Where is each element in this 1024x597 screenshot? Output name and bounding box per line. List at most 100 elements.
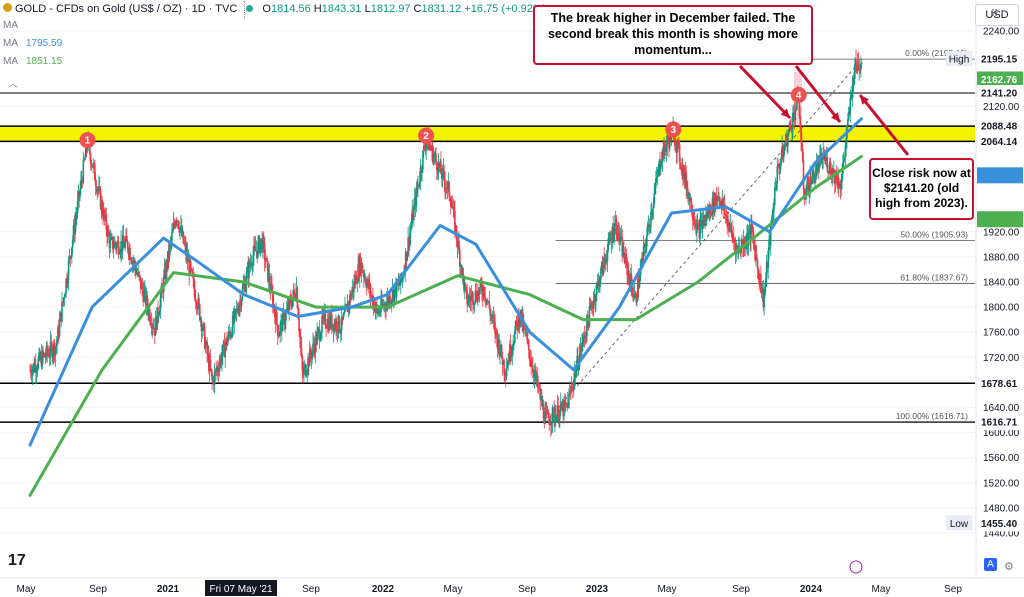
candle-body <box>547 411 550 419</box>
candle-body <box>447 181 450 183</box>
candle-body <box>700 220 703 230</box>
candle-body <box>360 263 363 273</box>
candle-body <box>815 163 818 177</box>
candle-body <box>348 302 350 306</box>
candle-body <box>802 161 805 190</box>
candle-body <box>203 324 205 327</box>
candle-body <box>418 184 420 186</box>
candle-body <box>617 225 619 240</box>
candle-body <box>296 287 299 308</box>
candle-body <box>437 162 440 174</box>
candle-body <box>144 288 147 306</box>
candle-body <box>285 309 288 312</box>
candle-body <box>608 237 610 239</box>
candle-body <box>173 223 176 225</box>
candle-body <box>316 332 318 345</box>
candle-body <box>34 364 36 371</box>
currency-button[interactable]: USD <box>975 4 1019 26</box>
candle-body <box>416 187 418 190</box>
candle-body <box>606 249 609 262</box>
candle-body <box>803 189 806 200</box>
candle-body <box>791 128 793 131</box>
candle-body <box>554 415 556 422</box>
candle-body <box>334 322 336 329</box>
candle-body <box>413 205 415 220</box>
candle-body <box>317 329 320 331</box>
candle-body <box>392 289 395 302</box>
candle-body <box>51 344 53 358</box>
symbol-title[interactable]: GOLD - CFDs on Gold (US$ / OZ) · 1D · TV… <box>15 3 238 15</box>
candle-body <box>412 210 414 220</box>
candle-body <box>418 181 421 185</box>
candle-body <box>387 296 390 304</box>
candle-body <box>339 330 341 332</box>
candle-body <box>237 311 240 314</box>
candle-body <box>105 214 108 230</box>
candle-body <box>308 349 311 367</box>
candle-body <box>209 359 212 370</box>
candle-body <box>292 290 295 299</box>
candle-body <box>577 366 580 371</box>
ma-label: MA <box>3 38 18 49</box>
candle-body <box>395 280 398 297</box>
candle-body <box>67 260 70 280</box>
candle-body <box>748 228 751 234</box>
candle-body <box>71 239 74 248</box>
candle-body <box>851 77 854 98</box>
candle-body <box>474 290 477 303</box>
candle-body <box>408 237 410 247</box>
collapse-legend-icon[interactable]: ︿ <box>8 79 18 90</box>
candle-body <box>582 335 584 345</box>
candle-body <box>570 386 573 391</box>
candle-body <box>72 225 75 240</box>
candle-body <box>810 176 812 184</box>
candle-body <box>305 374 308 376</box>
ma-legend-row-1[interactable]: MA <box>3 20 18 31</box>
auto-scale-icon[interactable]: A <box>984 558 997 571</box>
candle-body <box>166 262 168 269</box>
tradingview-logo-icon[interactable]: 17 <box>8 552 26 569</box>
y-tick-label: 2240.00 <box>983 27 1020 38</box>
candle-body <box>691 210 693 215</box>
candle-body <box>693 219 696 224</box>
candle-body <box>569 390 572 392</box>
chart-drag-icon[interactable]: ⠿ <box>991 9 999 20</box>
candle-body <box>269 285 272 292</box>
ma-legend-row-3[interactable]: MA 1851.15 <box>3 56 62 67</box>
settings-icon[interactable]: ⚙ <box>1004 561 1014 573</box>
candle-body <box>728 228 731 232</box>
candle-body <box>784 143 787 146</box>
candle-body <box>764 278 767 287</box>
candle-body <box>719 202 722 208</box>
candle-body <box>262 237 264 251</box>
candle-body <box>229 333 231 337</box>
candle-body <box>665 144 668 153</box>
candle-body <box>534 370 537 374</box>
candle-body <box>454 225 457 233</box>
candle-body <box>513 330 516 343</box>
candle-body <box>575 368 578 378</box>
ma-legend-row-2[interactable]: MA 1795.59 <box>3 38 62 49</box>
candle-body <box>705 211 708 217</box>
candle-body <box>185 244 187 256</box>
price-label: 2141.20 <box>981 88 1018 99</box>
candle-body <box>368 284 371 289</box>
y-tick-label: 1720.00 <box>983 353 1020 364</box>
candle-body <box>226 338 228 346</box>
candle-body <box>720 202 723 208</box>
candle-body <box>725 215 728 217</box>
candle-body <box>326 318 329 328</box>
candle-body <box>298 318 300 332</box>
candle-body <box>436 170 439 174</box>
candle-body <box>290 299 292 305</box>
candle-body <box>637 278 639 301</box>
candle-body <box>805 187 808 192</box>
candle-body <box>419 167 422 182</box>
candle-body <box>683 168 686 182</box>
candle-body <box>714 195 717 210</box>
candle-body <box>217 367 219 371</box>
candle-body <box>340 316 343 330</box>
candle-body <box>550 423 552 426</box>
candle-body <box>109 239 112 248</box>
